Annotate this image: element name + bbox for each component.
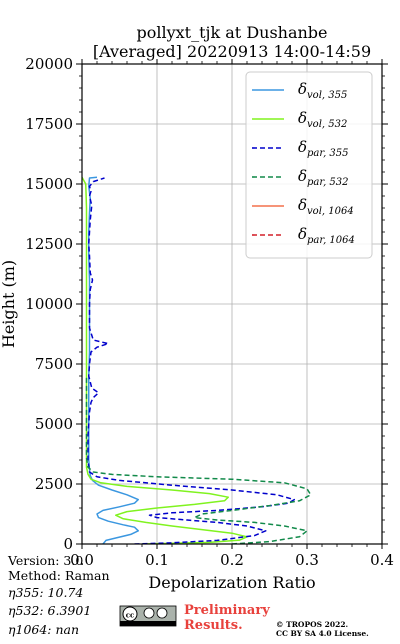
legend-subscript: vol, 1064 bbox=[307, 206, 354, 217]
axis-ticks bbox=[76, 59, 388, 549]
y-tick-label: 5000 bbox=[35, 415, 73, 433]
legend-subscript: vol, 355 bbox=[307, 90, 347, 101]
legend-symbol: δ bbox=[298, 196, 307, 214]
legend-symbol: δ bbox=[298, 109, 307, 127]
y-tick-label: 0 bbox=[63, 535, 73, 553]
y-tick-label: 12500 bbox=[25, 235, 73, 253]
preliminary-results-line2: Results. bbox=[184, 618, 243, 633]
eta355-text: η355: 10.74 bbox=[8, 585, 83, 600]
x-tick-label: 0.4 bbox=[370, 551, 394, 569]
legend-symbol: δ bbox=[298, 80, 307, 98]
legend-label-par1064: δpar, 1064 bbox=[298, 225, 355, 246]
series-line-par355 bbox=[87, 177, 295, 544]
preliminary-results-line1: Preliminary bbox=[184, 603, 270, 618]
eta1064-text: η1064: nan bbox=[8, 622, 79, 637]
series-line-vol355 bbox=[88, 176, 139, 544]
legend-subscript: par, 1064 bbox=[307, 235, 355, 246]
legend-label-par355: δpar, 355 bbox=[298, 138, 349, 159]
y-axis-label: Height (m) bbox=[0, 260, 18, 348]
chart-title-line2: [Averaged] 20220913 14:00-14:59 bbox=[93, 42, 371, 61]
legend-symbol: δ bbox=[298, 138, 307, 156]
chart-title-line1: pollyxt_tjk at Dushanbe bbox=[136, 23, 327, 42]
license-credit-line2: CC BY SA 4.0 License. bbox=[276, 629, 369, 638]
x-tick-label: 0.0 bbox=[70, 551, 94, 569]
x-tick-label: 0.3 bbox=[295, 551, 319, 569]
cc-badge-label: cc bbox=[126, 611, 135, 620]
legend-label-vol1064: δvol, 1064 bbox=[298, 196, 354, 217]
x-axis-label: Depolarization Ratio bbox=[148, 573, 315, 592]
version-text: Version: 3.0 bbox=[7, 553, 83, 568]
y-tick-label: 7500 bbox=[35, 355, 73, 373]
legend-label-vol355: δvol, 355 bbox=[298, 80, 347, 101]
legend-subscript: par, 532 bbox=[307, 177, 349, 188]
method-text: Method: Raman bbox=[8, 568, 110, 583]
eta532-text: η532: 6.3901 bbox=[8, 603, 91, 618]
y-tick-label: 2500 bbox=[35, 475, 73, 493]
series-lines bbox=[82, 176, 312, 544]
legend-label-par532: δpar, 532 bbox=[298, 167, 349, 188]
y-tick-label: 15000 bbox=[25, 175, 73, 193]
cc-by-sa-badge-icon: cc bbox=[119, 605, 177, 627]
legend-subscript: vol, 532 bbox=[307, 119, 347, 130]
y-tick-label: 17500 bbox=[25, 115, 73, 133]
y-tick-label: 20000 bbox=[25, 55, 73, 73]
x-tick-label: 0.2 bbox=[220, 551, 244, 569]
legend-label-vol532: δvol, 532 bbox=[298, 109, 347, 130]
tropos-credit-line1: © TROPOS 2022. bbox=[276, 620, 348, 629]
series-line-vol532 bbox=[82, 176, 248, 544]
series-line-par532 bbox=[85, 376, 312, 544]
legend-symbol: δ bbox=[298, 225, 307, 243]
legend-subscript: par, 355 bbox=[307, 148, 349, 159]
x-tick-label: 0.1 bbox=[145, 551, 169, 569]
y-tick-label: 10000 bbox=[25, 295, 73, 313]
legend-symbol: δ bbox=[298, 167, 307, 185]
y-tick-labels: 0 2500 5000 7500 10000 12500 15000 17500 20000 bbox=[25, 55, 73, 553]
x-tick-labels: 0.0 0.1 0.2 0.3 0.4 bbox=[70, 551, 394, 569]
